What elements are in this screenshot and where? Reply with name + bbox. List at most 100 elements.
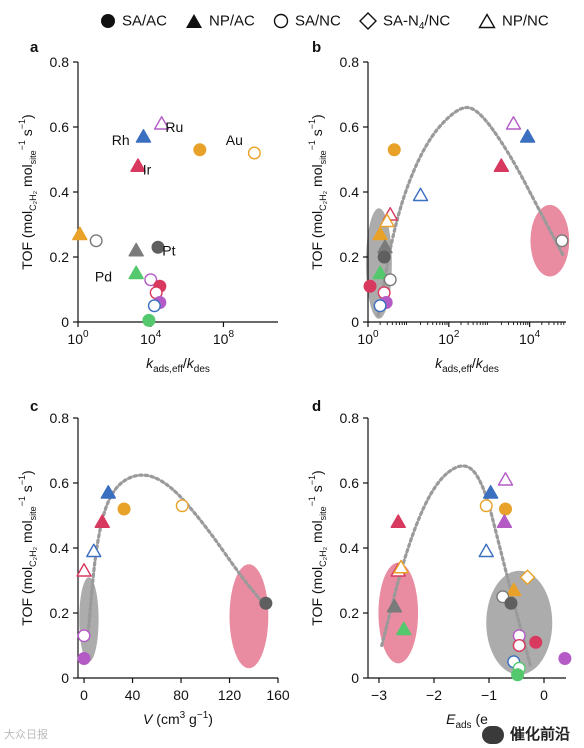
y-tick-label: 0.4	[340, 184, 360, 200]
data-point-triangle	[390, 514, 406, 528]
data-point-circle	[151, 240, 165, 254]
data-point-triangle	[478, 543, 494, 558]
y-label-sup: −1	[307, 496, 317, 506]
legend-item-sa-n4-nc: SA-N4/NC	[359, 12, 450, 32]
data-point-circle	[193, 143, 207, 157]
open-triangle-icon	[478, 13, 496, 29]
data-point-circle	[77, 652, 91, 666]
panel-letter: b	[312, 39, 321, 56]
x-label-var: E	[446, 711, 456, 727]
panel-letter: a	[30, 39, 39, 56]
data-point-triangle	[128, 265, 144, 280]
data-point-circle	[117, 502, 131, 516]
x-tick-base: 10	[357, 331, 373, 347]
volcano-trend-curve	[376, 105, 566, 318]
data-point-triangle	[86, 543, 102, 558]
y-label-part: s	[19, 129, 35, 140]
x-tick-exponent: 8	[228, 329, 234, 340]
y-label-part: s	[309, 485, 325, 496]
data-point-circle	[247, 146, 261, 160]
x-label-sub: ads,eff	[153, 364, 183, 375]
point-annotation: Rh	[112, 132, 130, 148]
y-label-sub: C₂H₂	[28, 190, 38, 210]
figure-legend: SA/AC NP/AC SA/NC SA-N4/NC NP/NC	[0, 6, 584, 40]
x-tick-label: 160	[266, 687, 290, 703]
x-label-sup: −1	[197, 710, 209, 721]
legend-subscript: 4	[418, 21, 425, 32]
data-point-triangle	[94, 514, 110, 528]
y-label-part: )	[19, 470, 35, 475]
data-point-triangle	[135, 129, 152, 143]
data-point-triangle	[519, 129, 536, 143]
x-tick-exponent: 0	[373, 329, 379, 340]
legend-item-np-ac: NP/AC	[185, 12, 255, 30]
data-point-triangle	[496, 514, 513, 528]
watermark-left: 大众日报	[4, 729, 48, 741]
y-tick-label: 0.2	[50, 605, 70, 621]
data-point-triangle	[393, 559, 409, 574]
data-point-triangle	[128, 242, 144, 257]
x-label-part: (e	[472, 711, 489, 727]
data-point-circle	[499, 502, 513, 516]
point-annotation: Pt	[162, 243, 175, 259]
wechat-icon	[481, 726, 504, 744]
open-circle-icon	[273, 13, 289, 29]
y-tick-label: 0.8	[340, 54, 360, 70]
legend-item-sa-nc: SA/NC	[273, 12, 341, 30]
data-point-circle	[147, 299, 161, 313]
y-label-part: TOF (mol	[309, 211, 325, 270]
data-point-triangle	[482, 485, 499, 499]
y-label-sub: site	[318, 506, 328, 520]
y-label-part: mol	[309, 164, 325, 190]
y-tick-label: 0	[61, 314, 69, 330]
data-point-circle	[89, 234, 103, 248]
x-label-part: /	[183, 355, 187, 371]
y-tick-label: 0.4	[340, 540, 360, 556]
data-point-triangle	[505, 116, 522, 130]
x-label-sub: des	[194, 364, 210, 375]
legend-label: SA-N	[383, 12, 419, 30]
data-point-triangle	[130, 158, 146, 172]
highlight-ellipse	[378, 562, 419, 664]
x-axis-label: kads,eff/kdes	[146, 355, 210, 375]
data-point-triangle	[153, 116, 170, 130]
x-label-var: k	[187, 355, 195, 371]
y-tick-label: 0.6	[50, 475, 70, 491]
y-label-sup: −1	[17, 140, 27, 150]
x-tick-exponent: 2	[454, 329, 460, 340]
panel-d: d 0 0.2 0.4 0.6 0.8 −3 −2 −1 0 TOF (molC₂H₂ molsit…	[307, 398, 572, 731]
x-label-sub: ads,eff	[442, 364, 472, 375]
x-tick-label: −2	[426, 687, 442, 703]
data-point-circle	[259, 596, 273, 610]
data-point-diamond	[519, 569, 536, 586]
x-tick-label: 102	[438, 329, 460, 347]
data-point-triangle	[386, 598, 403, 613]
y-label-part: mol	[309, 520, 325, 546]
x-label-var: k	[476, 355, 484, 371]
y-label-sup: −1	[307, 119, 317, 129]
y-label-sup: −1	[17, 496, 27, 506]
watermark-right: 催化前沿	[481, 723, 570, 744]
x-tick-exponent: 0	[83, 329, 89, 340]
point-annotation: Ir	[143, 161, 152, 177]
x-label-sub: des	[483, 364, 499, 375]
x-tick-label: 80	[173, 687, 189, 703]
y-tick-label: 0.6	[50, 119, 70, 135]
panel-letter: d	[312, 398, 321, 415]
y-axis-label: TOF (molC₂H₂ molsite−1 s−1)	[307, 470, 328, 625]
y-label-sup: −1	[17, 119, 27, 129]
y-label-sub: site	[28, 150, 38, 164]
x-tick-base: 10	[519, 331, 535, 347]
data-point-circle	[511, 668, 525, 682]
point-annotation: Ru	[165, 119, 183, 135]
y-label-sup: −1	[17, 475, 27, 485]
y-label-part: mol	[19, 164, 35, 190]
legend-label: NP/AC	[209, 12, 255, 30]
x-tick-label: −1	[481, 687, 497, 703]
filled-triangle-icon	[186, 14, 202, 29]
y-label-part: mol	[19, 520, 35, 546]
x-tick-base: 10	[438, 331, 454, 347]
data-point-circle	[555, 234, 569, 248]
data-point-circle	[383, 273, 397, 287]
y-tick-label: 0	[351, 314, 359, 330]
